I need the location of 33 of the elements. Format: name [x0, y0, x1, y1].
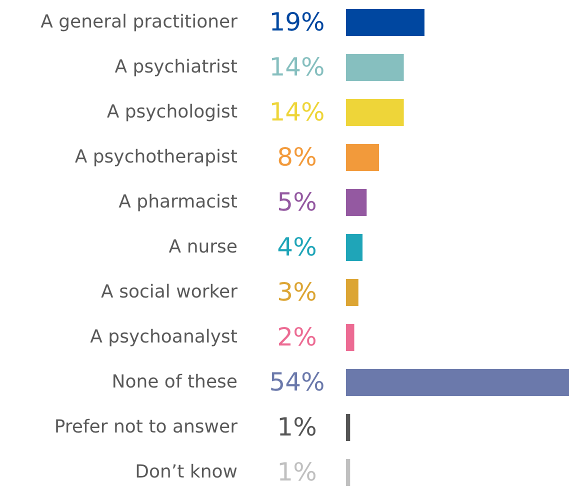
- data-label: 4%: [277, 232, 317, 262]
- y-tick-label: A psychologist: [106, 102, 238, 122]
- y-tick-label: A general practitioner: [40, 12, 238, 32]
- y-tick-label: A nurse: [168, 236, 238, 258]
- y-tick-label: A psychoanalyst: [90, 326, 238, 348]
- y-tick-label: Don’t know: [135, 462, 238, 482]
- bar: [346, 54, 404, 81]
- data-label: 54%: [269, 368, 325, 396]
- bar: [346, 234, 363, 261]
- y-tick-label: A psychiatrist: [114, 56, 238, 78]
- data-label: 1%: [277, 458, 317, 486]
- y-tick-label: A pharmacist: [118, 192, 238, 212]
- data-label: 1%: [277, 412, 317, 442]
- y-tick-label: None of these: [112, 372, 238, 392]
- bar: [346, 99, 404, 126]
- y-tick-label: Prefer not to answer: [54, 416, 238, 438]
- data-label: 3%: [277, 278, 317, 306]
- data-label: 14%: [269, 52, 325, 82]
- data-label: 2%: [277, 322, 317, 352]
- bar: [346, 279, 358, 306]
- data-label: 5%: [277, 188, 317, 216]
- bar: [346, 324, 354, 351]
- y-tick-label: A psychotherapist: [74, 146, 238, 168]
- data-label: 14%: [269, 98, 325, 126]
- bar: [346, 189, 367, 216]
- y-tick-label: A social worker: [101, 282, 238, 302]
- data-label: 19%: [269, 8, 325, 36]
- bar: [346, 369, 569, 396]
- bar: [346, 459, 350, 486]
- data-label: 8%: [277, 142, 317, 172]
- bar: [346, 9, 424, 36]
- bar: [346, 144, 380, 171]
- bar: [346, 414, 350, 441]
